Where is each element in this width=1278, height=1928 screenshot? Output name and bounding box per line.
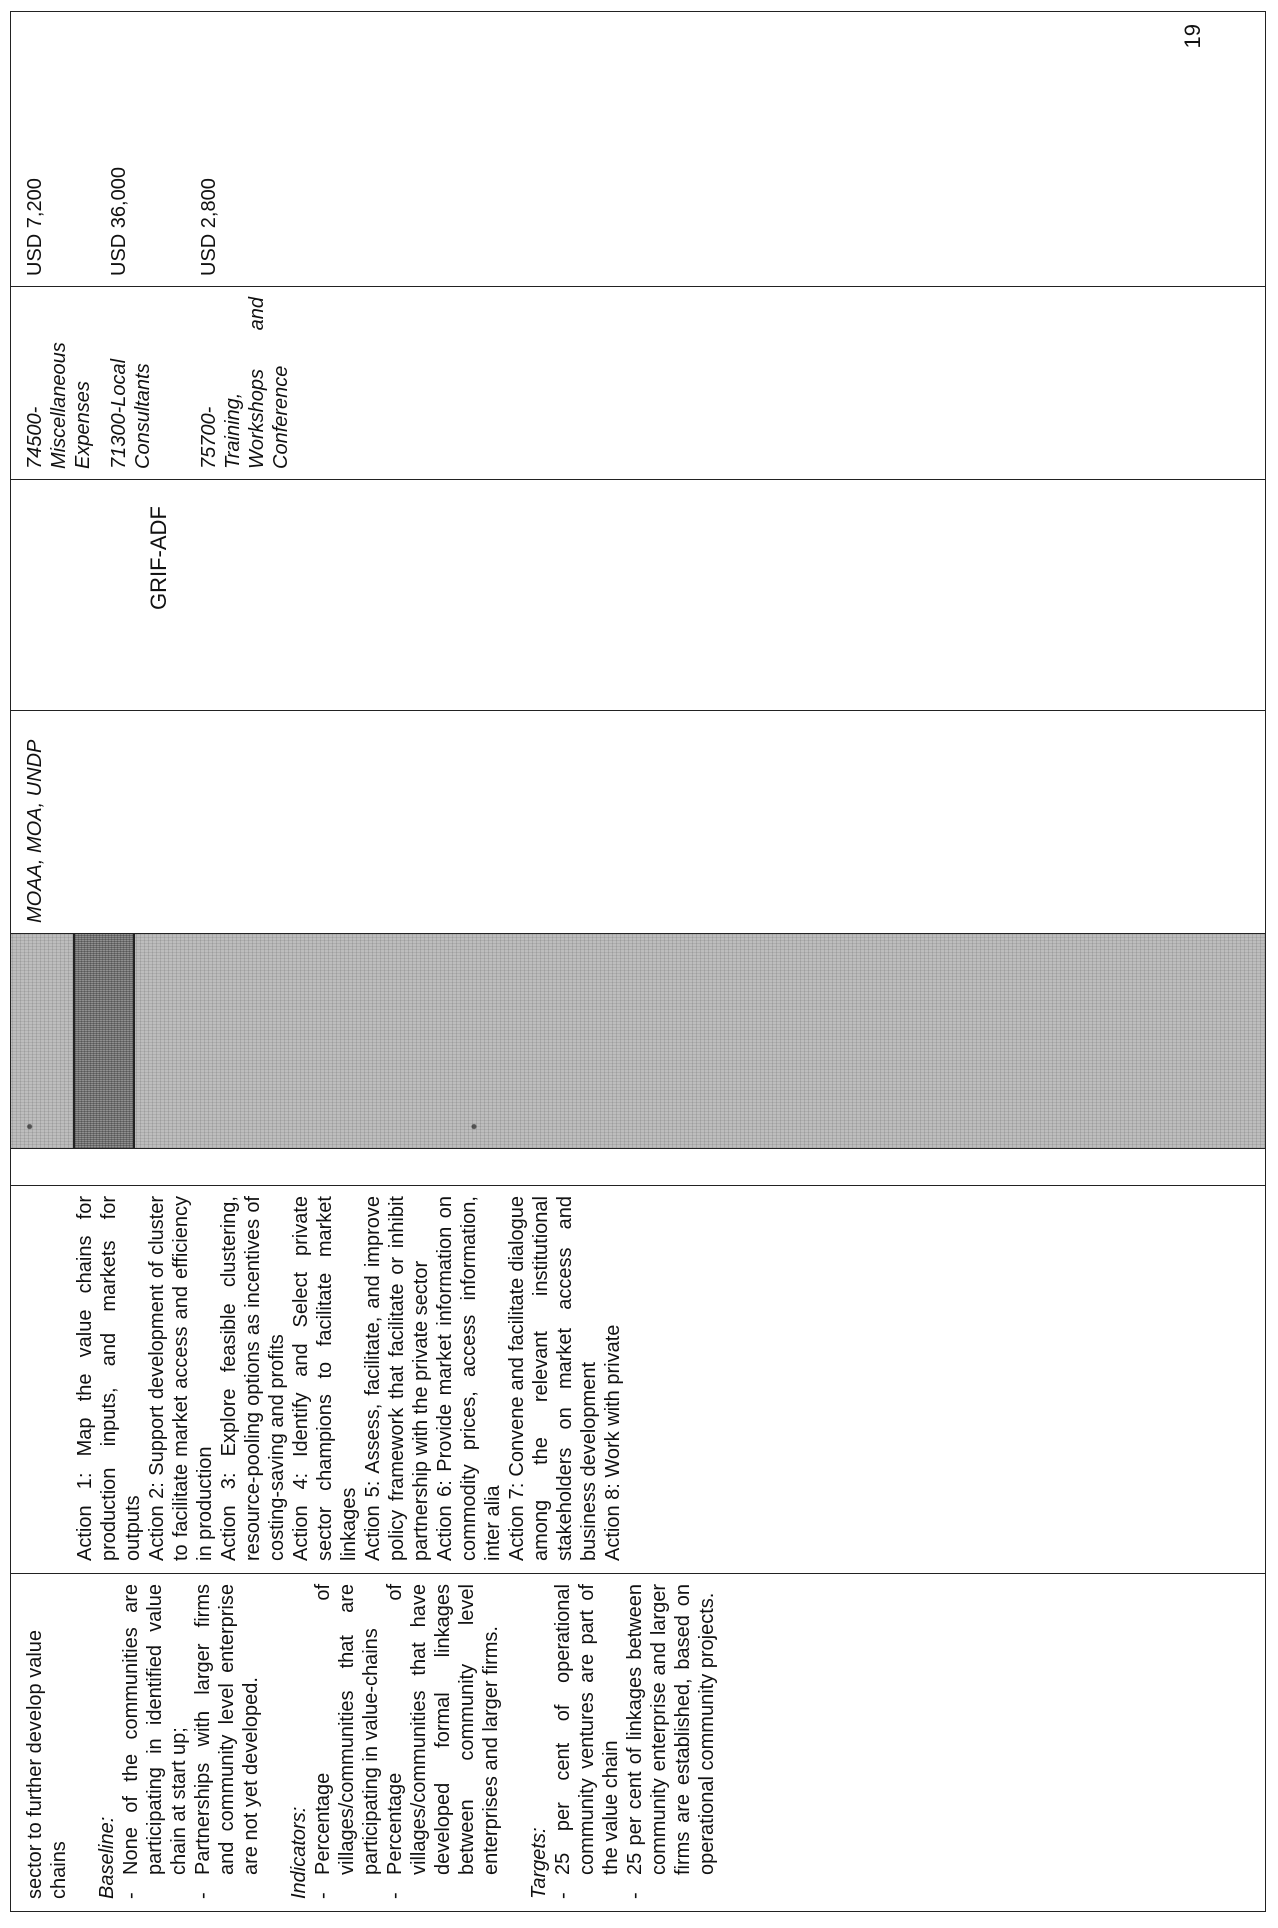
output-heading: sector to further develop value chains bbox=[24, 1629, 70, 1899]
fund-cell: GRIF-ADF bbox=[10, 479, 1266, 711]
target-item-2: 25 per cent of linkages between communit… bbox=[624, 1584, 718, 1875]
actions-cell: Action 1: Map the value chains for produ… bbox=[10, 1185, 1266, 1574]
scan-band bbox=[135, 934, 1265, 1148]
list-item: - Percentage of villages/communities that… bbox=[384, 1584, 502, 1899]
workplan-table: sector to further develop value chains B… bbox=[10, 11, 1266, 1912]
table-row: sector to further develop value chains B… bbox=[10, 11, 1266, 1912]
list-item: - None of the communities are participati… bbox=[120, 1584, 190, 1899]
page-number: 19 bbox=[1180, 24, 1205, 49]
action-8: Action 8: Work with private bbox=[602, 1324, 624, 1561]
scan-band bbox=[75, 934, 135, 1148]
budget-amount-2: USD 36,000 bbox=[108, 167, 130, 276]
action-2: Action 2: Support development of cluster… bbox=[146, 1196, 216, 1561]
output-cell: sector to further develop value chains B… bbox=[10, 1573, 1266, 1912]
baseline-item-1: None of the communities are participatin… bbox=[120, 1584, 190, 1875]
list-item: -25 per cent of operational community ve… bbox=[552, 1584, 622, 1899]
action-7: Action 7: Convene and facilitate dialogu… bbox=[506, 1196, 600, 1561]
budget-description: Training, Workshops and Conference bbox=[222, 297, 292, 469]
list-item: - Percentage of villages/communities that… bbox=[312, 1584, 382, 1899]
baseline-label: Baseline: bbox=[96, 1816, 118, 1899]
list-item: - Partnerships with larger firms and comm… bbox=[192, 1584, 262, 1899]
action-6: Action 6: Provide market information on … bbox=[434, 1196, 504, 1561]
budget-amount-1: USD 7,200 bbox=[24, 178, 46, 276]
budget-amount-cell: USD 7,200 USD 36,000 USD 2,800 19 bbox=[10, 11, 1266, 287]
scanned-block-cell bbox=[10, 933, 1266, 1149]
budget-line-2: 71300-Local Consultants bbox=[107, 297, 197, 469]
targets-label: Targets: bbox=[528, 1827, 550, 1899]
fund-source: GRIF-ADF bbox=[146, 506, 171, 610]
budget-description: Miscellaneous Expenses bbox=[48, 342, 94, 469]
scan-band bbox=[11, 934, 75, 1148]
baseline-item-2: Partnerships with larger firms and commu… bbox=[192, 1584, 262, 1875]
action-5: Action 5: Assess, facilitate, and improv… bbox=[362, 1196, 432, 1561]
budget-code: 74500- bbox=[24, 406, 46, 469]
responsible-parties: MOAA, MOA, UNDP bbox=[24, 739, 46, 923]
indicators-label: Indicators: bbox=[288, 1806, 310, 1899]
indicator-item-1: Percentage of villages/communities that … bbox=[312, 1584, 382, 1875]
list-item: -25 per cent of linkages between communi… bbox=[624, 1584, 718, 1899]
budget-code: 75700- bbox=[198, 406, 220, 469]
action-3: Action 3: Explore feasible clustering, r… bbox=[218, 1196, 288, 1561]
indicator-item-2: Percentage of villages/communities that … bbox=[384, 1584, 502, 1875]
action-4: Action 4: Identify and Select private se… bbox=[290, 1196, 360, 1561]
responsible-cell: MOAA, MOA, UNDP bbox=[10, 710, 1266, 934]
target-item-1: 25 per cent of operational community ven… bbox=[552, 1584, 622, 1875]
budget-amount-3: USD 2,800 bbox=[198, 178, 220, 276]
budget-code: 71300-Local Consultants bbox=[108, 358, 154, 469]
budget-line-1: 74500- Miscellaneous Expenses bbox=[23, 297, 107, 469]
budget-description-cell: 74500- Miscellaneous Expenses 71300-Loca… bbox=[10, 286, 1266, 480]
empty-cell bbox=[10, 1148, 1266, 1186]
budget-line-3: 75700- Training, Workshops and Conferenc… bbox=[197, 297, 293, 469]
action-1: Action 1: Map the value chains for produ… bbox=[74, 1196, 144, 1561]
